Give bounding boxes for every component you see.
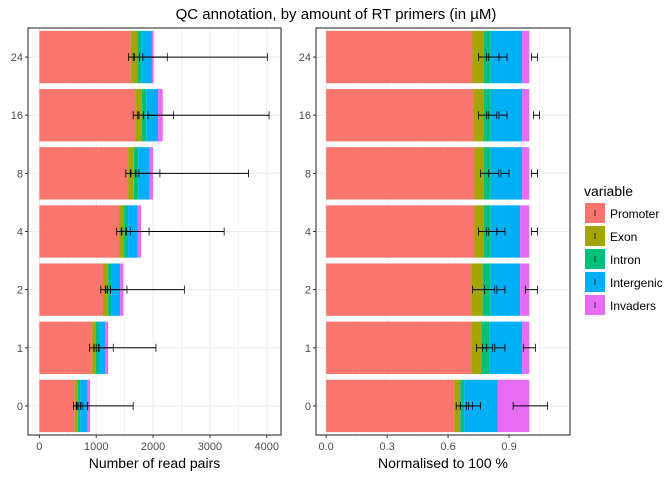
bar-exon-24 [472, 30, 484, 84]
x-tick-label: 0.6 [440, 441, 455, 453]
y-tick-label: 8 [17, 168, 23, 180]
legend-label-promoter: Promoter [610, 207, 659, 221]
y-tick-label: 16 [11, 110, 23, 122]
bar-invaders-2 [520, 263, 530, 316]
bar-promoter-0 [39, 379, 75, 433]
bar-intergenic-2 [490, 263, 521, 316]
y-tick-label: 4 [17, 227, 23, 239]
bar-invaders-24 [522, 30, 530, 84]
y-tick-label: 8 [305, 168, 311, 180]
x-tick-label: 0 [36, 441, 42, 453]
bar-invaders-8 [522, 147, 530, 200]
bar-promoter-24 [326, 30, 473, 84]
bar-promoter-8 [39, 147, 129, 200]
x-axis-label: Number of read pairs [89, 455, 221, 471]
bar-promoter-16 [39, 89, 136, 142]
bar-promoter-2 [39, 263, 104, 316]
x-axis-label: Normalised to 100 % [378, 455, 508, 471]
legend-label-intergenic: Intergenic [610, 276, 663, 290]
bar-invaders-4 [520, 205, 530, 258]
x-tick-label: 4000 [255, 441, 279, 453]
y-tick-label: 2 [305, 285, 311, 297]
bar-exon-8 [474, 147, 484, 200]
y-tick-label: 24 [11, 52, 23, 64]
x-tick-label: 0.3 [379, 441, 394, 453]
legend-label-invaders: Invaders [610, 299, 656, 313]
x-tick-label: 3000 [198, 441, 222, 453]
y-tick-label: 0 [305, 401, 311, 413]
y-tick-label: 2 [17, 285, 23, 297]
y-tick-label: 1 [17, 343, 23, 355]
bar-promoter-4 [39, 205, 119, 258]
y-tick-label: 16 [299, 110, 311, 122]
chart-legend: variable Promoter Exon Intron Intergenic Inva… [584, 183, 663, 315]
x-tick-label: 0.9 [501, 441, 516, 453]
y-tick-label: 1 [305, 343, 311, 355]
bar-promoter-16 [326, 89, 474, 142]
bar-promoter-2 [326, 263, 472, 316]
legend-label-intron: Intron [610, 253, 641, 267]
y-tick-label: 24 [299, 52, 311, 64]
bar-promoter-0 [326, 379, 455, 433]
x-tick-label: 0.0 [319, 441, 334, 453]
y-tick-label: 4 [305, 227, 311, 239]
y-tick-label: 0 [17, 401, 23, 413]
bar-invaders-16 [522, 89, 530, 142]
bar-promoter-4 [326, 205, 475, 258]
bar-promoter-24 [39, 30, 131, 84]
bar-promoter-1 [326, 321, 472, 374]
x-tick-label: 2000 [141, 441, 165, 453]
chart-title: QC annotation, by amount of RT primers (… [176, 6, 497, 23]
bar-promoter-8 [326, 147, 475, 200]
legend-label-exon: Exon [610, 230, 637, 244]
legend-title: variable [584, 183, 633, 199]
x-tick-label: 1000 [84, 441, 108, 453]
bar-promoter-1 [39, 321, 92, 374]
